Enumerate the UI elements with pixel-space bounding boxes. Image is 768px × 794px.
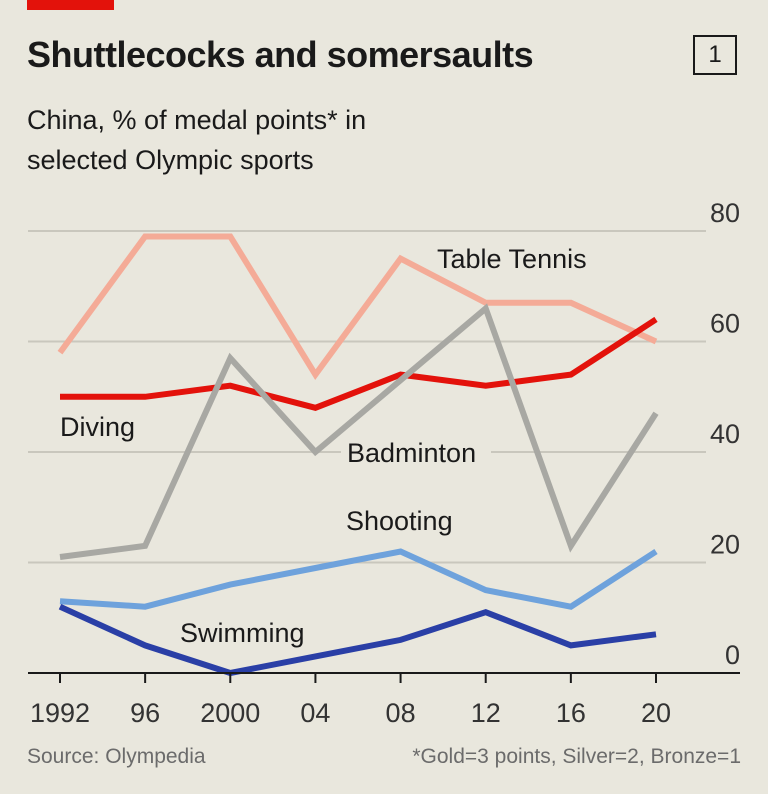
x-tick-label: 96 (130, 698, 160, 728)
series-line-table-tennis (57, 233, 658, 380)
series-label-table-tennis: Table Tennis (437, 244, 587, 274)
x-tick-label: 2000 (200, 698, 260, 728)
series-label-badminton: Badminton (347, 438, 476, 468)
source-note: Source: Olympedia (27, 745, 206, 768)
x-tick-label: 16 (556, 698, 586, 728)
subtitle-line-2: selected Olympic sports (27, 145, 314, 175)
series-label-diving: Diving (60, 412, 135, 442)
x-tick-label: 04 (300, 698, 330, 728)
chart-number-badge: 1 (693, 35, 737, 75)
series-line-swimming (58, 603, 657, 677)
chart-title: Shuttlecocks and somersaults (27, 34, 534, 75)
series-line-badminton (59, 303, 659, 560)
points-footnote: *Gold=3 points, Silver=2, Bronze=1 (412, 745, 741, 768)
x-tick-label: 08 (386, 698, 416, 728)
brand-tag (27, 0, 114, 10)
y-tick-label: 40 (710, 419, 740, 449)
chart-subtitle: China, % of medal points* in selected Ol… (27, 100, 627, 180)
series-line-diving (60, 316, 658, 411)
label-knockout (341, 436, 491, 470)
series-line-shooting (59, 548, 658, 610)
x-tick-label: 12 (471, 698, 501, 728)
subtitle-line-1: China, % of medal points* in (27, 105, 367, 135)
series-label-swimming: Swimming (180, 618, 305, 648)
y-tick-label: 80 (710, 198, 740, 228)
series-label-shooting: Shooting (346, 506, 453, 536)
y-tick-label: 60 (710, 309, 740, 339)
y-tick-label: 20 (710, 530, 740, 560)
y-tick-label: 0 (725, 640, 740, 670)
x-tick-label: 20 (641, 698, 671, 728)
x-tick-label: 1992 (30, 698, 90, 728)
